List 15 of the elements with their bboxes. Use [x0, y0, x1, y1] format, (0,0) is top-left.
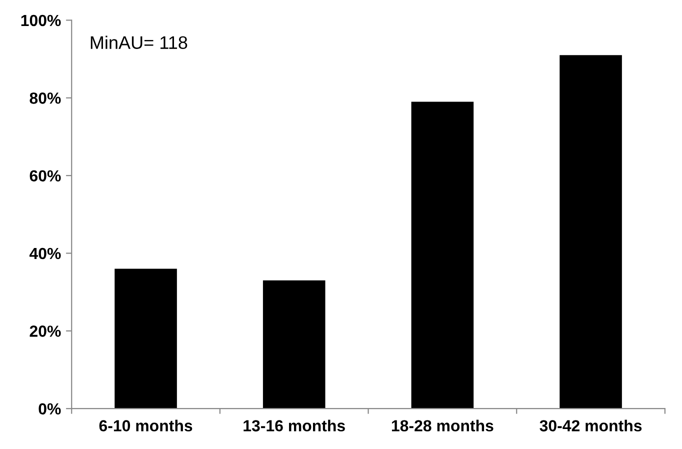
bar	[560, 55, 622, 409]
y-tick-label: 20%	[30, 326, 61, 337]
x-tick-label: 13-16 months	[244, 420, 345, 432]
bar	[262, 280, 326, 409]
annotation: MinAU= 118	[90, 36, 188, 50]
x-tick-label: 18-28 months	[392, 420, 494, 432]
bar	[114, 268, 177, 409]
y-tick-label: 100%	[21, 14, 61, 26]
x-tick-label: 6-10 months	[99, 420, 192, 432]
bar	[411, 102, 474, 409]
y-tick-label: 40%	[29, 248, 61, 260]
y-tick-label: 80%	[30, 92, 61, 104]
x-tick-label: 30-42 months	[540, 420, 642, 432]
y-tick-label: 0%	[38, 403, 61, 415]
y-tick-label: 60%	[30, 170, 61, 182]
